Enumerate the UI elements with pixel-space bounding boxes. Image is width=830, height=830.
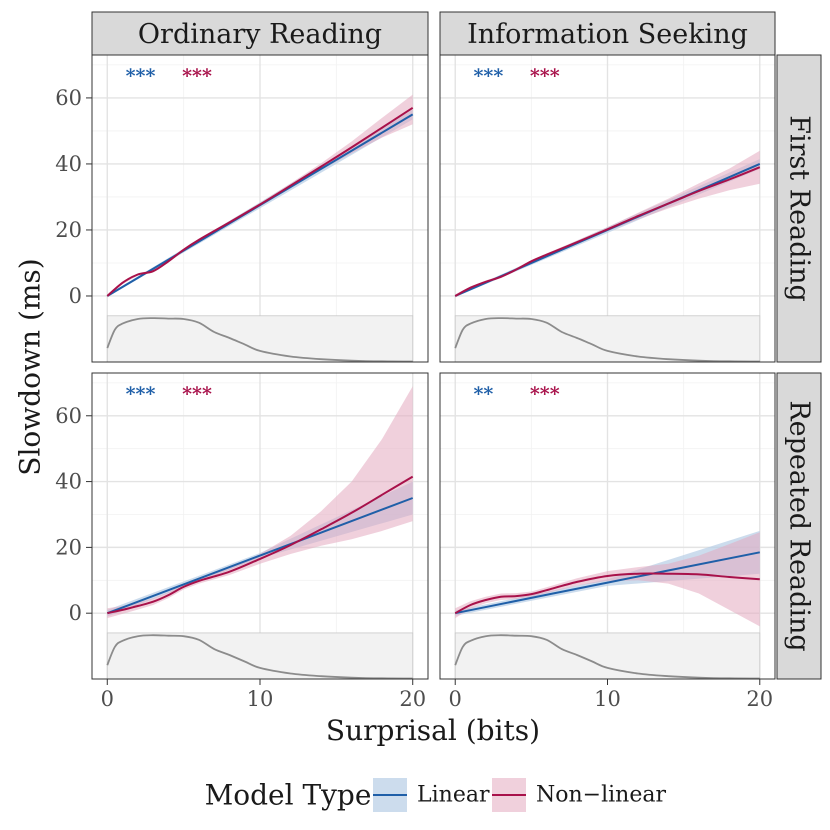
density-curve bbox=[106, 634, 413, 680]
y-tick-label: 0 bbox=[69, 284, 82, 308]
y-axis-title: Slowdown (ms) bbox=[14, 258, 47, 475]
x-tick-label: 10 bbox=[594, 687, 621, 711]
significance-marker: ** bbox=[474, 383, 494, 405]
y-tick-label: 40 bbox=[55, 152, 82, 176]
row-strip bbox=[776, 372, 822, 680]
nonlinear-ci-band bbox=[107, 386, 413, 619]
density-strip bbox=[454, 315, 761, 363]
nonlinear-line bbox=[454, 166, 761, 297]
y-tick-label: 20 bbox=[55, 218, 82, 242]
panel-border bbox=[91, 54, 429, 363]
significance-marker: *** bbox=[474, 65, 504, 87]
nonlinear-line bbox=[106, 106, 414, 297]
legend-label-linear: Linear bbox=[417, 783, 490, 808]
column-strip bbox=[91, 11, 429, 56]
y-tick-label: 40 bbox=[55, 470, 82, 494]
x-tick-label: 20 bbox=[399, 687, 426, 711]
y-tick-label: 60 bbox=[55, 404, 82, 428]
density-strip bbox=[106, 632, 414, 680]
column-strip-label: Information Seeking bbox=[467, 19, 748, 50]
linear-line bbox=[106, 497, 414, 615]
significance-marker: *** bbox=[182, 65, 212, 87]
significance-marker: *** bbox=[126, 383, 156, 405]
legend-title: Model Type bbox=[205, 779, 372, 812]
significance-marker: *** bbox=[182, 383, 212, 405]
panel-border bbox=[439, 54, 776, 363]
density-curve bbox=[454, 317, 760, 363]
x-axis-title: Surprisal (bits) bbox=[326, 714, 540, 747]
column-strip bbox=[439, 11, 776, 56]
x-tick-label: 20 bbox=[746, 687, 773, 711]
significance-marker: *** bbox=[530, 383, 560, 405]
nonlinear-line bbox=[107, 475, 414, 615]
nonlinear-line bbox=[454, 572, 760, 615]
x-tick-label: 10 bbox=[247, 687, 274, 711]
significance-marker: *** bbox=[126, 65, 156, 87]
linear-ci-band bbox=[107, 481, 413, 617]
x-tick-label: 0 bbox=[449, 687, 462, 711]
density-curve bbox=[454, 634, 760, 680]
row-strip bbox=[776, 54, 822, 363]
y-tick-label: 20 bbox=[55, 535, 82, 559]
legend-label-nonlinear: Non−linear bbox=[536, 783, 666, 808]
y-tick-label: 60 bbox=[55, 86, 82, 110]
density-curve bbox=[106, 317, 413, 363]
y-tick-label: 0 bbox=[69, 601, 82, 625]
significance-marker: *** bbox=[530, 65, 560, 87]
density-strip bbox=[454, 632, 761, 680]
row-strip-label: First Reading bbox=[784, 115, 815, 302]
nonlinear-ci-band bbox=[455, 532, 760, 627]
density-strip bbox=[106, 315, 414, 363]
linear-line bbox=[455, 551, 760, 615]
row-strip-label: Repeated Reading bbox=[784, 400, 815, 651]
column-strip-label: Ordinary Reading bbox=[138, 19, 382, 50]
x-tick-label: 0 bbox=[101, 687, 114, 711]
